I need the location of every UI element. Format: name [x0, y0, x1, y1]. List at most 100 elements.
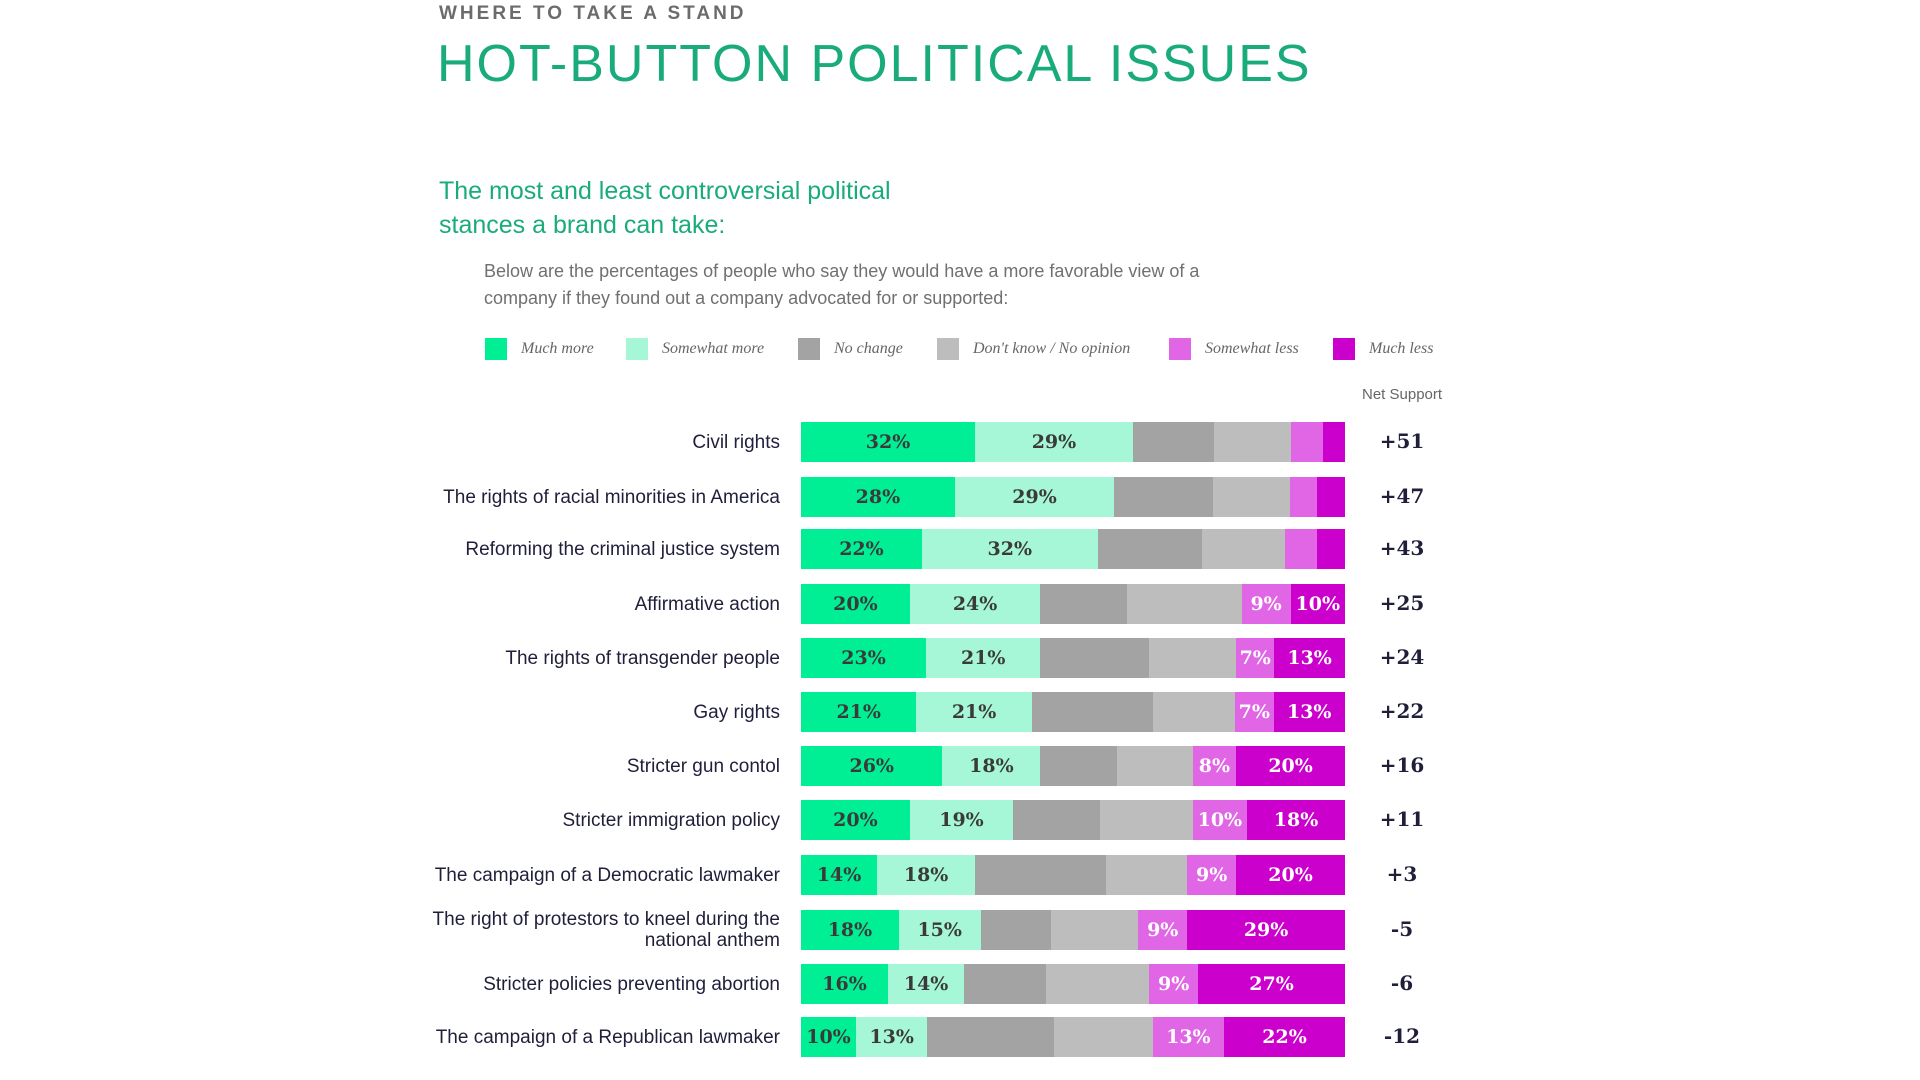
data-label: 9%	[1157, 973, 1190, 995]
data-label: 9%	[1147, 919, 1179, 941]
bar-segment: 22%	[1224, 1017, 1345, 1057]
stacked-bar: 14% 18% 9% 20%	[801, 855, 1345, 895]
bar-segment	[1290, 477, 1318, 517]
bar-segment	[1127, 584, 1242, 624]
stacked-bar: 22% 32%	[801, 529, 1345, 569]
data-label: 7%	[1238, 701, 1270, 723]
bar-segment	[980, 910, 1052, 950]
data-label: 21%	[836, 701, 881, 723]
category-label-text: The campaign of a Republican lawmaker	[435, 1026, 780, 1048]
bar-segment	[1053, 1017, 1153, 1057]
bar-segment	[1051, 910, 1139, 950]
category-label: Stricter immigration policy	[420, 794, 781, 846]
bar-segment	[1097, 529, 1203, 569]
chart-subtitle: The most and least controversial politic…	[439, 177, 891, 239]
bar-segment	[1100, 800, 1193, 840]
net-support-value: +11	[1379, 807, 1425, 831]
data-label: 18%	[1273, 809, 1319, 831]
data-label: 27%	[1249, 973, 1294, 995]
bar-segment: 21%	[916, 692, 1032, 732]
bar-segment: 29%	[954, 477, 1115, 517]
bar-segment	[1040, 746, 1117, 786]
bar-segment	[1317, 529, 1345, 569]
category-label: Reforming the criminal justice system	[420, 523, 780, 575]
legend-swatch	[1333, 338, 1355, 360]
net-support-value: +16	[1379, 753, 1425, 777]
bar-segment: 7%	[1236, 638, 1275, 678]
data-label: 19%	[939, 809, 984, 831]
bar-segment	[1040, 584, 1128, 624]
bar-segment: 29%	[975, 422, 1133, 462]
legend-item: Much more	[485, 338, 594, 360]
data-label: 24%	[952, 593, 998, 615]
data-label: 14%	[816, 864, 862, 886]
net-support-value: +25	[1379, 591, 1425, 615]
bar-segment: 20%	[1236, 855, 1345, 895]
bar-segment: 20%	[801, 800, 910, 840]
legend-label: Don't know / No opinion	[973, 340, 1131, 357]
legend-item: Don't know / No opinion	[937, 338, 1130, 360]
data-label: 20%	[1268, 864, 1313, 886]
bar-segment: 22%	[801, 529, 922, 569]
category-label-text: The campaign of a Democratic lawmaker	[434, 864, 780, 886]
bar-segment: 14%	[801, 855, 878, 895]
data-label: 8%	[1198, 755, 1231, 777]
stacked-bar: 26% 18% 8% 20%	[801, 746, 1345, 786]
stacked-bar: 23% 21% 7% 13%	[801, 638, 1345, 678]
net-support-value: +24	[1379, 645, 1425, 669]
stacked-bar: 28% 29%	[801, 477, 1345, 517]
data-label: 10%	[1197, 809, 1243, 831]
data-label: 7%	[1239, 647, 1271, 669]
bar-segment: 15%	[898, 910, 981, 950]
category-label-text: Civil rights	[692, 431, 780, 453]
bar-segment: 13%	[1273, 692, 1345, 732]
legend-swatch	[937, 338, 959, 360]
data-label: 21%	[960, 647, 1006, 669]
data-label: 10%	[806, 1026, 851, 1048]
data-label: 29%	[1012, 486, 1057, 508]
category-label-text: Stricter immigration policy	[562, 809, 781, 831]
bar-segment: 13%	[855, 1017, 928, 1057]
category-label: Gay rights	[420, 686, 780, 738]
legend-swatch	[798, 338, 820, 360]
stacked-bar: 16% 14% 9% 27%	[801, 964, 1345, 1004]
bar-segment: 18%	[801, 910, 899, 950]
category-label-text: Gay rights	[693, 701, 780, 723]
legend-item: Much less	[1333, 338, 1433, 360]
bar-segment	[1013, 800, 1101, 840]
data-label: 18%	[969, 755, 1014, 777]
legend-label: Somewhat more	[662, 340, 765, 357]
bar-segment: 10%	[1290, 584, 1345, 624]
net-support-value: -6	[1390, 971, 1414, 995]
category-label: The campaign of a Democratic lawmaker	[420, 849, 780, 901]
data-label: 29%	[1243, 919, 1289, 941]
bar-segment: 27%	[1198, 964, 1345, 1004]
data-label: 13%	[1286, 701, 1332, 723]
legend-label: Much less	[1369, 340, 1434, 357]
kicker: WHERE TO TAKE A STAND	[439, 3, 747, 24]
net-support-header: Net Support	[1362, 386, 1443, 403]
bar-segment: 19%	[909, 800, 1014, 840]
category-label-text: Stricter policies preventing abortion	[483, 973, 780, 995]
data-label: 13%	[1287, 647, 1332, 669]
bar-segment	[1323, 422, 1345, 462]
category-label: Stricter gun contol	[420, 740, 780, 792]
data-label: 20%	[833, 593, 878, 615]
stacked-bar: 32% 29%	[801, 422, 1345, 462]
data-label: 9%	[1196, 864, 1228, 886]
bar-segment: 23%	[801, 638, 927, 678]
data-label: 18%	[903, 864, 949, 886]
legend-swatch	[626, 338, 648, 360]
bar-segment: 16%	[801, 964, 889, 1004]
category-label: The campaign of a Republican lawmaker	[420, 1011, 780, 1063]
bar-segment: 20%	[1236, 746, 1345, 786]
bar-segment: 10%	[1192, 800, 1248, 840]
category-label: The rights of racial minorities in Ameri…	[420, 471, 780, 523]
data-label: 23%	[841, 647, 886, 669]
bar-segment: 24%	[909, 584, 1041, 624]
bar-segment: 26%	[801, 746, 943, 786]
net-support-value: +51	[1379, 429, 1425, 453]
data-label: 13%	[1166, 1026, 1211, 1048]
bar-segment: 32%	[921, 529, 1098, 569]
stacked-bar: 21% 21% 7% 13%	[801, 692, 1345, 732]
